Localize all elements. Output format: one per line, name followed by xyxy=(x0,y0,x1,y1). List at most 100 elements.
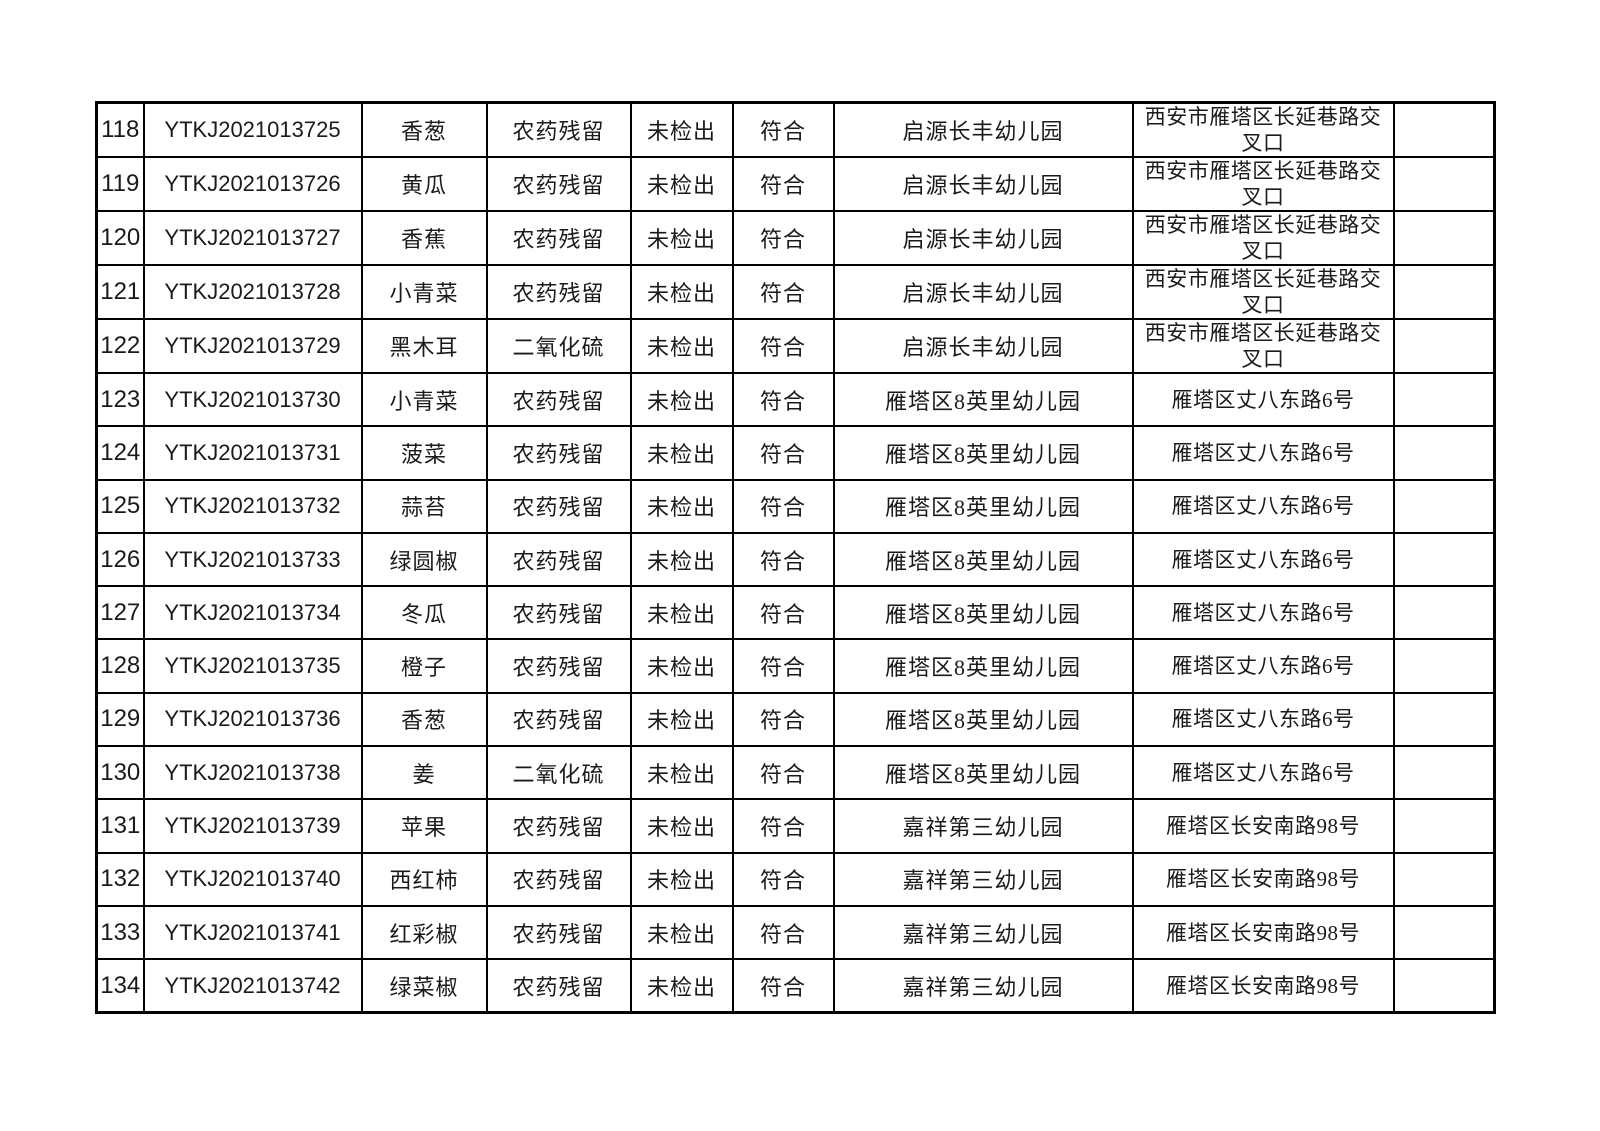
cell-remark xyxy=(1392,210,1496,266)
table-row: 118 YTKJ2021013725 香葱 农药残留 未检出 符合 启源长丰幼儿… xyxy=(95,101,1496,158)
cell-food-item: 蒜苔 xyxy=(360,478,488,534)
cell-sample-id: YTKJ2021013731 xyxy=(142,425,363,481)
table-row: 128 YTKJ2021013735 橙子 农药残留 未检出 符合 雁塔区8英里… xyxy=(95,638,1496,694)
table-row: 126 YTKJ2021013733 绿圆椒 农药残留 未检出 符合 雁塔区8英… xyxy=(95,531,1496,588)
cell-test-item: 农药残留 xyxy=(485,371,632,428)
cell-test-result: 未检出 xyxy=(629,101,734,158)
cell-unit-address: 雁塔区长安南路98号 xyxy=(1131,851,1395,907)
cell-test-item: 二氧化硫 xyxy=(485,318,632,374)
table-row: 133 YTKJ2021013741 红彩椒 农药残留 未检出 符合 嘉祥第三幼… xyxy=(95,904,1496,961)
table-row: 119 YTKJ2021013726 黄瓜 农药残留 未检出 符合 启源长丰幼儿… xyxy=(95,156,1496,212)
cell-test-result: 未检出 xyxy=(629,851,734,907)
cell-sample-id: YTKJ2021013730 xyxy=(142,371,363,428)
cell-sampled-unit: 嘉祥第三幼儿园 xyxy=(832,798,1134,854)
cell-sample-id: YTKJ2021013739 xyxy=(142,798,363,854)
cell-test-result: 未检出 xyxy=(629,638,734,694)
cell-row-number: 126 xyxy=(95,531,145,588)
cell-conclusion: 符合 xyxy=(731,371,835,428)
cell-row-number: 121 xyxy=(95,264,145,320)
cell-test-item: 农药残留 xyxy=(485,264,632,320)
cell-row-number: 131 xyxy=(95,798,145,854)
cell-sampled-unit: 启源长丰幼儿园 xyxy=(832,264,1134,320)
cell-unit-address: 雁塔区丈八东路6号 xyxy=(1131,531,1395,588)
cell-row-number: 119 xyxy=(95,156,145,212)
cell-sample-id: YTKJ2021013729 xyxy=(142,318,363,374)
cell-conclusion: 符合 xyxy=(731,478,835,534)
cell-food-item: 姜 xyxy=(360,745,488,801)
cell-row-number: 124 xyxy=(95,425,145,481)
cell-food-item: 红彩椒 xyxy=(360,904,488,961)
cell-conclusion: 符合 xyxy=(731,798,835,854)
cell-remark xyxy=(1392,745,1496,801)
cell-sample-id: YTKJ2021013741 xyxy=(142,904,363,961)
cell-sampled-unit: 雁塔区8英里幼儿园 xyxy=(832,638,1134,694)
cell-row-number: 127 xyxy=(95,585,145,641)
cell-row-number: 134 xyxy=(95,958,145,1014)
cell-food-item: 黑木耳 xyxy=(360,318,488,374)
cell-sampled-unit: 启源长丰幼儿园 xyxy=(832,318,1134,374)
cell-unit-address: 雁塔区丈八东路6号 xyxy=(1131,638,1395,694)
cell-test-item: 农药残留 xyxy=(485,851,632,907)
cell-food-item: 小青菜 xyxy=(360,371,488,428)
cell-unit-address: 西安市雁塔区长延巷路交叉口 xyxy=(1131,156,1395,212)
cell-remark xyxy=(1392,904,1496,961)
table-row: 124 YTKJ2021013731 菠菜 农药残留 未检出 符合 雁塔区8英里… xyxy=(95,425,1496,481)
table-row: 132 YTKJ2021013740 西红柿 农药残留 未检出 符合 嘉祥第三幼… xyxy=(95,851,1496,907)
table-row: 129 YTKJ2021013736 香葱 农药残留 未检出 符合 雁塔区8英里… xyxy=(95,691,1496,748)
cell-unit-address: 雁塔区丈八东路6号 xyxy=(1131,585,1395,641)
cell-food-item: 香葱 xyxy=(360,691,488,748)
cell-remark xyxy=(1392,425,1496,481)
cell-row-number: 128 xyxy=(95,638,145,694)
cell-unit-address: 西安市雁塔区长延巷路交叉口 xyxy=(1131,101,1395,158)
cell-food-item: 香蕉 xyxy=(360,210,488,266)
cell-sampled-unit: 雁塔区8英里幼儿园 xyxy=(832,745,1134,801)
cell-sampled-unit: 雁塔区8英里幼儿园 xyxy=(832,371,1134,428)
cell-test-item: 农药残留 xyxy=(485,101,632,158)
cell-remark xyxy=(1392,851,1496,907)
cell-sampled-unit: 启源长丰幼儿园 xyxy=(832,210,1134,266)
cell-sample-id: YTKJ2021013734 xyxy=(142,585,363,641)
cell-test-item: 农药残留 xyxy=(485,156,632,212)
cell-test-result: 未检出 xyxy=(629,318,734,374)
cell-sample-id: YTKJ2021013736 xyxy=(142,691,363,748)
cell-unit-address: 雁塔区丈八东路6号 xyxy=(1131,745,1395,801)
cell-test-result: 未检出 xyxy=(629,691,734,748)
cell-test-item: 农药残留 xyxy=(485,478,632,534)
cell-row-number: 120 xyxy=(95,210,145,266)
cell-conclusion: 符合 xyxy=(731,745,835,801)
cell-conclusion: 符合 xyxy=(731,425,835,481)
cell-row-number: 133 xyxy=(95,904,145,961)
cell-unit-address: 西安市雁塔区长延巷路交叉口 xyxy=(1131,318,1395,374)
cell-conclusion: 符合 xyxy=(731,531,835,588)
cell-unit-address: 雁塔区丈八东路6号 xyxy=(1131,371,1395,428)
table-row: 122 YTKJ2021013729 黑木耳 二氧化硫 未检出 符合 启源长丰幼… xyxy=(95,318,1496,374)
cell-test-item: 农药残留 xyxy=(485,798,632,854)
cell-row-number: 132 xyxy=(95,851,145,907)
table-row: 134 YTKJ2021013742 绿菜椒 农药残留 未检出 符合 嘉祥第三幼… xyxy=(95,958,1496,1014)
cell-test-result: 未检出 xyxy=(629,371,734,428)
cell-test-result: 未检出 xyxy=(629,798,734,854)
cell-unit-address: 雁塔区丈八东路6号 xyxy=(1131,691,1395,748)
cell-sampled-unit: 雁塔区8英里幼儿园 xyxy=(832,585,1134,641)
cell-food-item: 苹果 xyxy=(360,798,488,854)
cell-sampled-unit: 启源长丰幼儿园 xyxy=(832,101,1134,158)
cell-row-number: 125 xyxy=(95,478,145,534)
cell-remark xyxy=(1392,531,1496,588)
cell-conclusion: 符合 xyxy=(731,904,835,961)
cell-remark xyxy=(1392,958,1496,1014)
cell-test-item: 农药残留 xyxy=(485,638,632,694)
cell-unit-address: 西安市雁塔区长延巷路交叉口 xyxy=(1131,210,1395,266)
cell-test-item: 农药残留 xyxy=(485,904,632,961)
cell-unit-address: 雁塔区丈八东路6号 xyxy=(1131,478,1395,534)
cell-conclusion: 符合 xyxy=(731,851,835,907)
cell-food-item: 冬瓜 xyxy=(360,585,488,641)
cell-food-item: 小青菜 xyxy=(360,264,488,320)
table-row: 123 YTKJ2021013730 小青菜 农药残留 未检出 符合 雁塔区8英… xyxy=(95,371,1496,428)
cell-row-number: 118 xyxy=(95,101,145,158)
table-row: 125 YTKJ2021013732 蒜苔 农药残留 未检出 符合 雁塔区8英里… xyxy=(95,478,1496,534)
table-row: 121 YTKJ2021013728 小青菜 农药残留 未检出 符合 启源长丰幼… xyxy=(95,264,1496,320)
cell-row-number: 123 xyxy=(95,371,145,428)
cell-sample-id: YTKJ2021013732 xyxy=(142,478,363,534)
cell-sampled-unit: 雁塔区8英里幼儿园 xyxy=(832,478,1134,534)
cell-test-result: 未检出 xyxy=(629,264,734,320)
